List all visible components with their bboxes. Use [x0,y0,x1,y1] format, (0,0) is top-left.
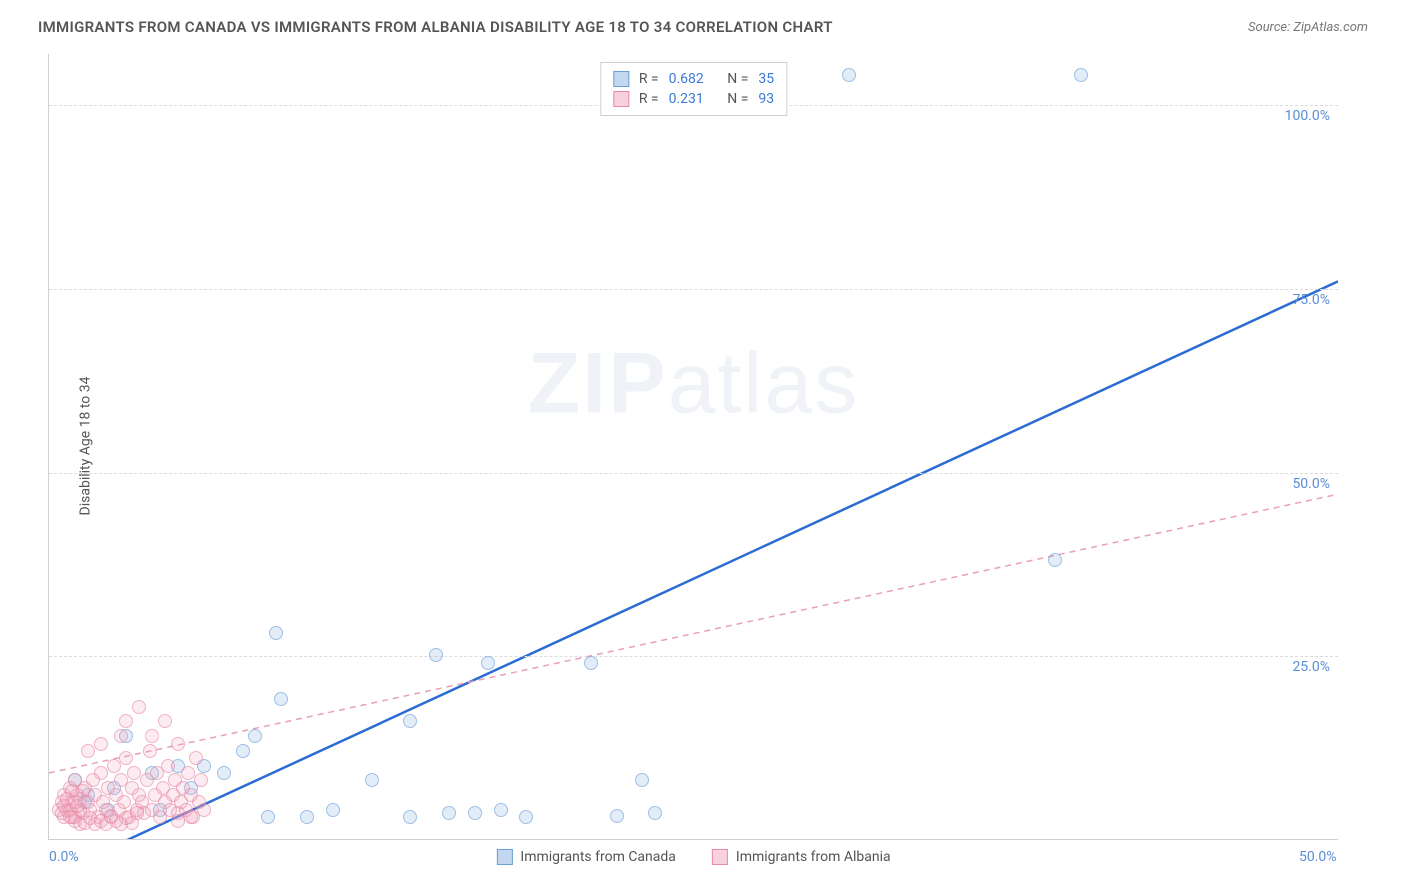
xtick-label: 0.0% [49,849,79,865]
data-point [365,773,379,787]
data-point [429,648,443,662]
data-point [403,714,417,728]
source-label: Source: ZipAtlas.com [1248,20,1368,35]
data-point [119,714,133,728]
gridline [49,656,1338,657]
data-point [248,729,262,743]
legend-series: Immigrants from Canada Immigrants from A… [496,849,890,865]
gridline [49,289,1338,290]
ytick-label: 25.0% [1292,659,1330,675]
data-point [236,744,250,758]
scatter-plot: ZIPatlas R = 0.682 N = 35 R = 0.231 N = … [48,54,1338,840]
data-point [468,806,482,820]
data-point [114,729,128,743]
trend-line [49,494,1338,773]
data-point [610,809,624,823]
data-point [143,744,157,758]
data-point [145,729,159,743]
data-point [63,810,77,824]
legend-item-canada: Immigrants from Canada [496,849,676,865]
data-point [274,692,288,706]
data-point [161,759,175,773]
data-point [171,737,185,751]
data-point [442,806,456,820]
data-point [481,656,495,670]
data-point [194,773,208,787]
gridline [49,473,1338,474]
data-point [261,810,275,824]
data-point [1048,553,1062,567]
swatch-icon [496,849,512,865]
ytick-label: 75.0% [1292,292,1330,308]
data-point [326,803,340,817]
data-point [81,744,95,758]
data-point [127,766,141,780]
data-point [107,759,121,773]
legend-row-albania: R = 0.231 N = 93 [613,89,774,109]
legend-item-albania: Immigrants from Albania [712,849,891,865]
data-point [189,751,203,765]
legend-row-canada: R = 0.682 N = 35 [613,69,774,89]
data-point [119,751,133,765]
ytick-label: 100.0% [1285,108,1330,124]
data-point [584,656,598,670]
data-point [842,68,856,82]
data-point [117,795,131,809]
data-point [403,810,417,824]
data-point [648,806,662,820]
data-point [181,766,195,780]
data-point [158,714,172,728]
data-point [68,795,82,809]
data-point [300,810,314,824]
data-point [217,766,231,780]
xtick-label: 50.0% [1299,849,1337,865]
data-point [197,803,211,817]
ytick-label: 50.0% [1292,476,1330,492]
legend-stats: R = 0.682 N = 35 R = 0.231 N = 93 [600,62,787,116]
data-point [635,773,649,787]
data-point [94,766,108,780]
chart-title: IMMIGRANTS FROM CANADA VS IMMIGRANTS FRO… [38,18,833,36]
data-point [132,700,146,714]
data-point [269,626,283,640]
trend-line [113,281,1338,839]
trend-lines [49,54,1338,839]
data-point [494,803,508,817]
data-point [130,806,144,820]
data-point [94,737,108,751]
data-point [1074,68,1088,82]
data-point [519,810,533,824]
data-point [184,810,198,824]
swatch-icon [613,91,629,107]
data-point [171,814,185,828]
swatch-icon [613,71,629,87]
swatch-icon [712,849,728,865]
